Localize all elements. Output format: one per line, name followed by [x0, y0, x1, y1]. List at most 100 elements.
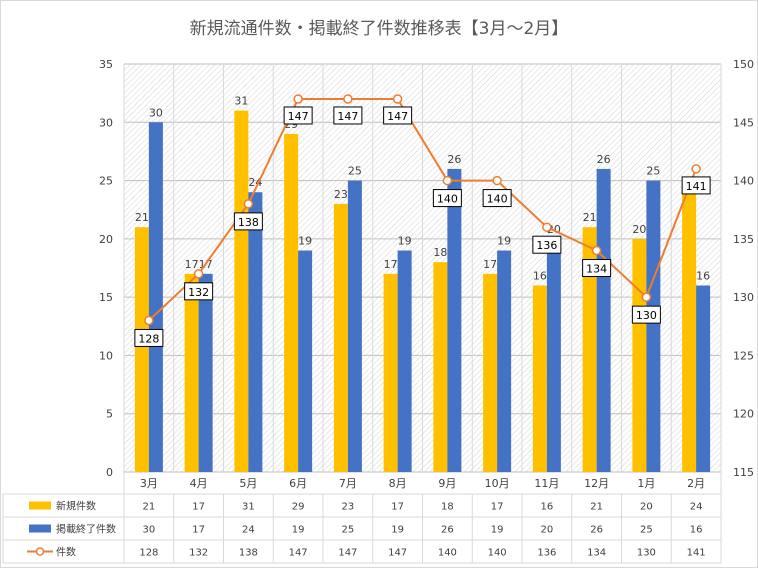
bar-data-label: 18 [433, 246, 447, 259]
bar-data-label: 30 [149, 106, 163, 119]
data-table-cell: 20 [541, 525, 554, 536]
data-table-cell: 147 [289, 548, 308, 559]
data-table-cell: 147 [338, 548, 357, 559]
y-left-tick-label: 25 [99, 175, 113, 188]
bar-data-label: 26 [447, 153, 461, 166]
bar [596, 168, 611, 472]
y-left-tick-label: 30 [99, 116, 113, 129]
line-point [293, 94, 303, 104]
bar [483, 273, 498, 472]
data-table-cell: 29 [292, 502, 305, 513]
data-table-cell: 30 [143, 525, 156, 536]
bar [383, 273, 398, 472]
bar [632, 238, 647, 472]
bar-data-label: 16 [533, 269, 547, 282]
data-table-cell: 20 [640, 502, 653, 513]
data-table-cell: 147 [388, 548, 407, 559]
x-tick-label: 10月 [485, 477, 510, 490]
data-table-cell: 25 [640, 525, 653, 536]
data-table-cell: 21 [143, 502, 156, 513]
bar-data-label: 23 [334, 188, 348, 201]
chart-title: 新規流通件数・掲載終了件数推移表【3月～2月】 [190, 19, 569, 39]
line-point [641, 292, 652, 302]
x-tick-label: 11月 [534, 477, 559, 490]
line-data-label-box [184, 282, 214, 301]
bar-data-label: 21 [135, 211, 149, 224]
data-table-cell: 136 [537, 548, 556, 559]
data-table-cell: 24 [242, 525, 255, 536]
data-table-cell: 26 [441, 525, 454, 536]
bar-data-label: 17 [384, 258, 398, 271]
line-data-label-box [532, 235, 562, 254]
line-data-label: 138 [238, 216, 259, 229]
y-left-tick-label: 10 [99, 349, 113, 362]
data-table-cell: 140 [438, 548, 457, 559]
data-table-cell: 130 [637, 548, 656, 559]
line-data-label-box [631, 305, 661, 324]
line-point [591, 245, 602, 256]
bar-data-label: 25 [646, 165, 660, 178]
x-tick-label: 3月 [140, 477, 158, 490]
bar-data-label: 19 [497, 235, 511, 248]
y-left-tick-label: 5 [106, 408, 113, 421]
line-data-label: 147 [337, 110, 358, 123]
y-left-tick-label: 20 [99, 233, 113, 246]
bar [284, 133, 299, 472]
x-tick-label: 8月 [389, 477, 407, 490]
bar-data-label: 21 [583, 211, 597, 224]
y-left-tick-label: 0 [106, 466, 113, 479]
data-table-cell: 21 [590, 502, 603, 513]
bar-data-label: 19 [298, 235, 312, 248]
line-data-label: 134 [586, 263, 607, 276]
line-point [193, 269, 204, 279]
bar [248, 192, 263, 472]
legend-label: 件数 [56, 546, 76, 559]
line-data-label: 140 [437, 193, 458, 206]
line-data-label: 128 [138, 332, 159, 345]
data-table-cell: 17 [491, 502, 504, 513]
data-table-cell: 19 [391, 525, 404, 536]
y-right-tick-label: 125 [733, 349, 754, 362]
bar [234, 110, 249, 472]
x-tick-label: 9月 [438, 477, 456, 490]
line-point [442, 175, 453, 186]
bar-data-label: 16 [696, 269, 710, 282]
data-table-cell: 26 [590, 525, 603, 536]
y-right-tick-label: 115 [733, 466, 754, 479]
data-table-cell: 31 [242, 502, 255, 513]
line-point [392, 94, 403, 104]
data-table-cell: 23 [342, 502, 355, 513]
x-tick-label: 1月 [637, 477, 655, 490]
data-table-cell: 140 [488, 548, 507, 559]
line-data-label: 147 [387, 110, 408, 123]
bar [333, 203, 348, 472]
line-point [691, 164, 701, 174]
bar-data-label: 17 [185, 258, 199, 271]
bar [696, 285, 711, 472]
legend-key [29, 501, 51, 510]
line-data-label-box [681, 176, 711, 195]
bar [646, 180, 661, 473]
legend-key [29, 524, 51, 533]
line-data-label-box [283, 106, 313, 125]
bar [397, 250, 412, 472]
bar [546, 238, 561, 472]
line-data-label: 130 [636, 309, 657, 322]
data-table-cell: 19 [292, 525, 305, 536]
bar-data-label: 25 [348, 165, 362, 178]
line-data-label-box [432, 189, 462, 208]
data-table-cell: 16 [690, 525, 703, 536]
data-table-cell: 24 [690, 502, 703, 513]
line-data-label-box [333, 106, 363, 125]
line-data-label: 140 [487, 193, 508, 206]
line-data-label: 147 [288, 110, 309, 123]
bar-data-label: 26 [597, 153, 611, 166]
y-right-tick-label: 135 [733, 233, 754, 246]
y-right-tick-label: 150 [733, 58, 754, 71]
data-table-cell: 138 [239, 548, 258, 559]
bar [433, 262, 448, 472]
y-right-tick-label: 120 [733, 408, 754, 421]
line-data-label: 132 [188, 286, 209, 299]
